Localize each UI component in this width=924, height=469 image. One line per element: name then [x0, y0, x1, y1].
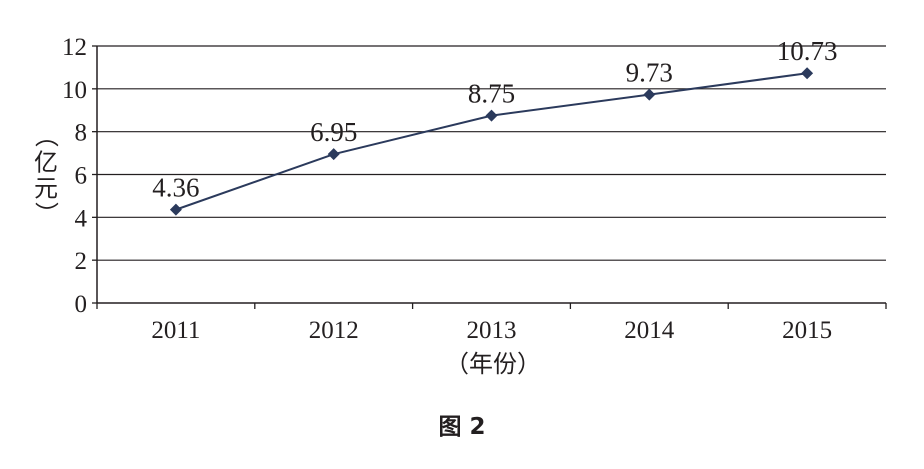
y-axis-label-char: 元	[34, 175, 58, 203]
data-labels: 4.36 6.95 8.75 9.73 10.73	[152, 36, 837, 202]
y-tick-labels: 0 2 4 6 8 10 12	[62, 34, 88, 318]
data-point	[169, 203, 182, 216]
data-point	[643, 88, 656, 101]
data-point	[485, 109, 498, 122]
y-tick-label: 0	[75, 291, 88, 318]
y-tick-label: 6	[75, 163, 88, 190]
data-label: 6.95	[310, 117, 357, 147]
figure-caption: 图 2	[438, 414, 486, 440]
data-label: 10.73	[777, 36, 838, 66]
data-label: 9.73	[626, 58, 673, 88]
y-axis-label-char: ）	[32, 202, 60, 226]
y-tick-label: 10	[62, 77, 87, 104]
y-tick-label: 12	[62, 34, 87, 61]
y-axis-label-char: （	[32, 124, 60, 148]
data-point	[327, 148, 340, 161]
x-axis-label: （年份）	[445, 350, 541, 378]
x-tick-label: 2012	[309, 317, 359, 344]
x-tick-label: 2015	[782, 317, 832, 344]
x-tick-labels: 2011 2012 2013 2014 2015	[151, 317, 832, 344]
y-tick-label: 2	[75, 248, 88, 275]
x-tick-label: 2011	[151, 317, 200, 344]
line-chart: 0 2 4 6 8 10 12 2011 2012 2013 2014 2015 4.36 6.95 8…	[32, 34, 887, 378]
data-label: 4.36	[152, 173, 199, 203]
y-tick-label: 8	[75, 120, 88, 147]
y-axis-label: （亿元）	[32, 124, 60, 226]
axes	[92, 45, 887, 309]
y-axis-label-char: 亿	[34, 149, 58, 177]
x-tick-label: 2014	[624, 317, 675, 344]
data-label: 8.75	[468, 79, 515, 109]
x-tick-label: 2013	[467, 317, 517, 344]
data-series	[169, 67, 814, 216]
grid-lines	[97, 45, 886, 261]
y-tick-label: 4	[75, 205, 88, 232]
data-point	[801, 67, 814, 80]
